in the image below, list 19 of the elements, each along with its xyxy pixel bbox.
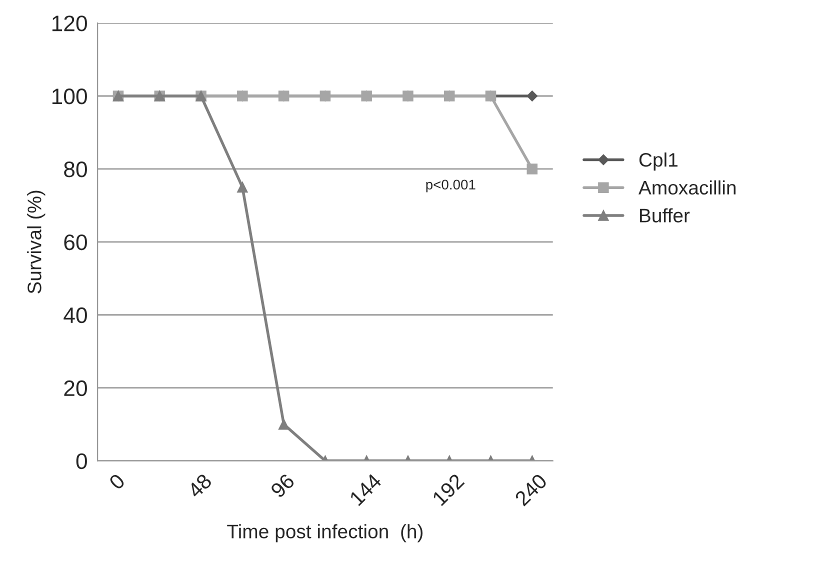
- legend-label: Buffer: [640, 208, 690, 222]
- x-tick-label: 192: [432, 473, 465, 506]
- y-tick-label: 60: [64, 234, 87, 250]
- y-tick-label: 100: [52, 88, 87, 104]
- annotation: p<0.001: [426, 180, 476, 192]
- x-axis-title: Time post infection (h): [227, 524, 423, 542]
- x-tick-label: 96: [270, 472, 296, 498]
- y-tick-label: 120: [52, 16, 87, 32]
- y-axis-title: Survival (%): [27, 190, 46, 294]
- x-tick-label: 48: [186, 472, 213, 499]
- legend-label: Cpl1: [639, 152, 678, 171]
- y-tick-label: 0: [76, 453, 87, 470]
- x-tick-label: 0: [108, 472, 126, 490]
- y-tick-label: 80: [64, 161, 87, 178]
- y-tick-label: 40: [64, 307, 87, 324]
- legend-label: Amoxacillin: [638, 180, 736, 195]
- x-tick-label: 144: [349, 472, 382, 506]
- x-tick-label: 240: [514, 472, 548, 507]
- y-tick-label: 20: [64, 380, 87, 396]
